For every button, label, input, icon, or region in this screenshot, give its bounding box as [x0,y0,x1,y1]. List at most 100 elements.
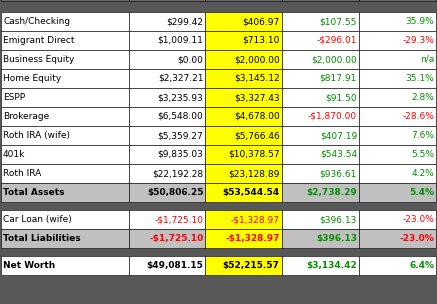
Bar [205,126,281,145]
Bar [205,256,281,275]
Text: 35.9%: 35.9% [405,17,434,26]
Bar [281,126,359,145]
Bar [359,210,436,229]
Bar [359,145,436,164]
Text: $3,235.93: $3,235.93 [158,93,204,102]
Text: 4.2%: 4.2% [411,169,434,178]
Bar [129,69,205,88]
Bar [205,50,281,69]
Bar [281,164,359,183]
Bar [205,145,281,164]
Text: $3,327.43: $3,327.43 [234,93,280,102]
Bar [1,12,129,31]
Bar [1,210,129,229]
Text: 2.8%: 2.8% [411,93,434,102]
Bar [1,229,129,248]
Bar [1,145,129,164]
Bar [359,88,436,107]
Bar [1,31,129,50]
Text: $9,835.03: $9,835.03 [158,150,204,159]
Bar [205,69,281,88]
Text: n/a: n/a [420,55,434,64]
Bar [205,12,281,31]
Text: $1,009.11: $1,009.11 [158,36,204,45]
Bar [281,229,359,248]
Text: -$1,870.00: -$1,870.00 [308,112,357,121]
Text: -$1,725.10: -$1,725.10 [149,234,204,243]
Text: $50,806.25: $50,806.25 [147,188,204,197]
Text: $299.42: $299.42 [166,17,204,26]
Bar [1,69,129,88]
Bar [129,145,205,164]
Text: -$1,328.97: -$1,328.97 [225,234,280,243]
Bar [129,256,205,275]
Text: $2,738.29: $2,738.29 [306,188,357,197]
Bar [129,183,205,202]
Text: Total Liabilities: Total Liabilities [3,234,80,243]
Bar [281,88,359,107]
Bar [1,183,129,202]
Bar [205,0,281,1]
Text: 5.4%: 5.4% [409,188,434,197]
Bar [281,145,359,164]
Bar [281,50,359,69]
Text: Net Worth: Net Worth [3,261,55,270]
Text: Home Equity: Home Equity [3,74,61,83]
Bar [1,126,129,145]
Text: Roth IRA: Roth IRA [3,169,41,178]
Text: $396.13: $396.13 [316,234,357,243]
Bar [359,229,436,248]
Text: 5.5%: 5.5% [411,150,434,159]
Text: $6,548.00: $6,548.00 [158,112,204,121]
Bar [1,88,129,107]
Text: $543.54: $543.54 [320,150,357,159]
Text: $817.91: $817.91 [319,74,357,83]
Bar [359,183,436,202]
Text: Brokerage: Brokerage [3,112,49,121]
Bar [129,107,205,126]
Bar [359,12,436,31]
Text: $52,215.57: $52,215.57 [223,261,280,270]
Text: -$1,328.97: -$1,328.97 [231,215,280,224]
Bar [129,31,205,50]
Text: Business Equity: Business Equity [3,55,74,64]
Text: $5,766.46: $5,766.46 [234,131,280,140]
Text: $91.50: $91.50 [326,93,357,102]
Text: $713.10: $713.10 [242,36,280,45]
Bar [129,126,205,145]
Text: ESPP: ESPP [3,93,25,102]
Bar [359,0,436,1]
Bar [359,126,436,145]
Bar [359,31,436,50]
Bar [205,210,281,229]
Bar [129,210,205,229]
Text: -$296.01: -$296.01 [316,36,357,45]
Text: $49,081.15: $49,081.15 [146,261,204,270]
Bar [205,164,281,183]
Bar [281,256,359,275]
Bar [281,0,359,1]
Bar [281,107,359,126]
Text: $22,192.28: $22,192.28 [153,169,204,178]
Text: $10,378.57: $10,378.57 [228,150,280,159]
Text: -23.0%: -23.0% [402,215,434,224]
Text: Emigrant Direct: Emigrant Direct [3,36,74,45]
Text: $4,678.00: $4,678.00 [234,112,280,121]
Bar [281,183,359,202]
Bar [359,107,436,126]
Bar [205,31,281,50]
Text: $2,327.21: $2,327.21 [158,74,204,83]
Text: $107.55: $107.55 [319,17,357,26]
Bar [281,31,359,50]
Text: 401k: 401k [3,150,25,159]
Bar [205,88,281,107]
Text: -28.6%: -28.6% [402,112,434,121]
Bar [281,69,359,88]
Text: $5,359.27: $5,359.27 [158,131,204,140]
Text: 7.6%: 7.6% [411,131,434,140]
Bar [359,69,436,88]
Bar [359,256,436,275]
Text: -$1,725.10: -$1,725.10 [154,215,204,224]
Bar [1,0,129,1]
Text: $407.19: $407.19 [320,131,357,140]
